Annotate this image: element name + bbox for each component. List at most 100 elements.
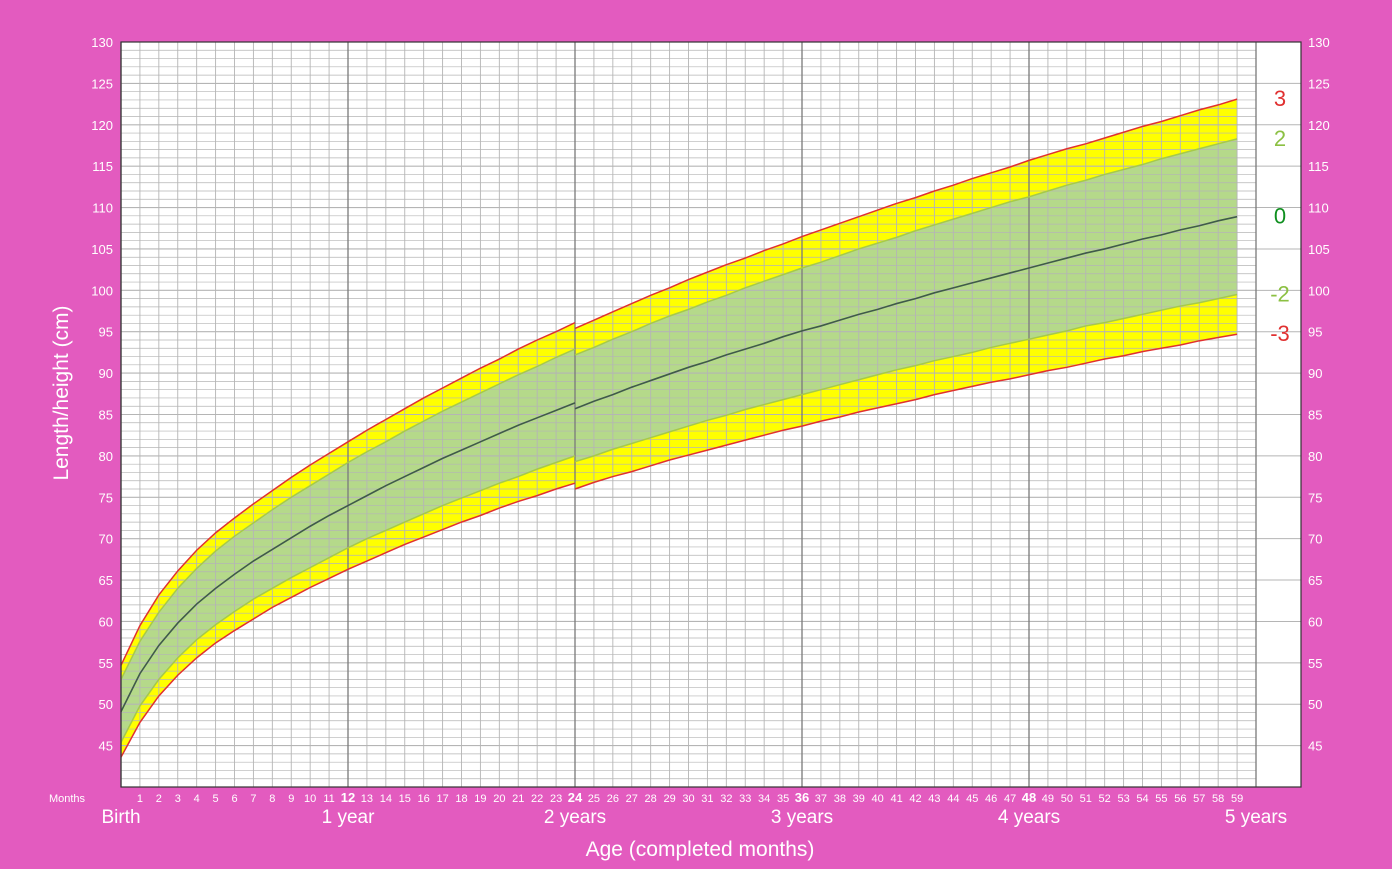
y-tick-right: 120 xyxy=(1308,118,1330,133)
x-tick-month: 57 xyxy=(1193,793,1205,805)
series-label-2: 2 xyxy=(1274,126,1286,151)
y-tick-right: 70 xyxy=(1308,532,1322,547)
y-axis-title: Length/height (cm) xyxy=(50,305,73,480)
y-tick-left: 50 xyxy=(99,697,113,712)
x-tick-month: 31 xyxy=(701,793,713,805)
x-tick-month: 18 xyxy=(455,793,467,805)
x-tick-month: 37 xyxy=(815,793,827,805)
x-tick-month: 7 xyxy=(250,793,256,805)
y-tick-right: 60 xyxy=(1308,614,1322,629)
x-tick-month: 49 xyxy=(1042,793,1054,805)
y-tick-right: 95 xyxy=(1308,325,1322,340)
y-tick-left: 95 xyxy=(99,325,113,340)
x-tick-month: 13 xyxy=(361,793,373,805)
y-tick-right: 45 xyxy=(1308,739,1322,754)
series-label--2: -2 xyxy=(1270,281,1290,306)
x-tick-month: 11 xyxy=(323,793,334,805)
x-tick-month: 8 xyxy=(269,793,275,805)
x-tick-month: 21 xyxy=(512,793,524,805)
y-tick-left: 65 xyxy=(99,573,113,588)
series-line-0 xyxy=(574,215,1238,410)
x-tick-month: 2 xyxy=(156,793,162,805)
y-tick-left: 130 xyxy=(91,35,113,50)
x-tick-month: 38 xyxy=(834,793,846,805)
months-label: Months xyxy=(49,793,86,805)
y-tick-left: 125 xyxy=(91,76,113,91)
x-tick-month: 12 xyxy=(341,790,355,805)
year-label: 4 years xyxy=(998,807,1060,828)
y-tick-right: 85 xyxy=(1308,408,1322,423)
x-tick-month: 16 xyxy=(418,793,430,805)
x-tick-month: 56 xyxy=(1174,793,1186,805)
x-tick-month: 40 xyxy=(872,793,884,805)
x-tick-month: 6 xyxy=(231,793,237,805)
plot-frame xyxy=(120,41,1302,788)
x-tick-month: 14 xyxy=(380,793,392,805)
y-tick-left: 45 xyxy=(99,739,113,754)
inner-band xyxy=(575,138,1238,462)
x-tick-month: 29 xyxy=(663,793,675,805)
series-line-2 xyxy=(574,138,1238,356)
x-tick-month: 9 xyxy=(288,793,294,805)
x-tick-month: 39 xyxy=(853,793,865,805)
x-tick-month: 5 xyxy=(213,793,219,805)
x-tick-month: 30 xyxy=(682,793,694,805)
y-tick-right: 100 xyxy=(1308,283,1330,298)
year-label: 1 year xyxy=(322,807,375,828)
series-line--3 xyxy=(574,333,1238,490)
y-tick-left: 100 xyxy=(91,283,113,298)
x-tick-month: 46 xyxy=(985,793,997,805)
x-tick-month: 54 xyxy=(1136,793,1148,805)
series-label-0: 0 xyxy=(1274,204,1286,229)
x-tick-month: 58 xyxy=(1212,793,1224,805)
x-tick-month: 20 xyxy=(493,793,505,805)
series-label--3: -3 xyxy=(1270,321,1290,346)
x-tick-month: 45 xyxy=(966,793,978,805)
x-tick-month: 34 xyxy=(758,793,770,805)
x-tick-month: 48 xyxy=(1022,790,1036,805)
series-line-2 xyxy=(120,348,576,680)
year-label: 2 years xyxy=(544,807,606,828)
year-label: Birth xyxy=(101,807,140,828)
year-label: 3 years xyxy=(771,807,833,828)
y-tick-left: 85 xyxy=(99,408,113,423)
series-labels: 3 2 0 -2 -3 xyxy=(1270,86,1290,346)
x-tick-month: 55 xyxy=(1155,793,1167,805)
x-tick-month: 26 xyxy=(607,793,619,805)
x-tick-month: 22 xyxy=(531,793,543,805)
x-tick-labels: 1 2 3 4 5 6 7 8 9 10 11 12 13 14 15 16 17 18 19 20 21 22 23 24 2… xyxy=(137,790,1243,805)
x-tick-month: 4 xyxy=(194,793,200,805)
x-tick-month: 51 xyxy=(1080,793,1092,805)
y-tick-right: 110 xyxy=(1308,201,1329,216)
series-line--2 xyxy=(574,293,1238,463)
x-tick-month: 17 xyxy=(436,793,448,805)
x-tick-month: 47 xyxy=(1004,793,1016,805)
y-tick-right: 65 xyxy=(1308,573,1322,588)
y-tick-right: 80 xyxy=(1308,449,1322,464)
x-tick-month: 35 xyxy=(777,793,789,805)
series-label-3: 3 xyxy=(1274,86,1286,111)
y-tick-left: 115 xyxy=(92,159,113,174)
x-tick-month: 24 xyxy=(568,790,583,805)
x-tick-month: 43 xyxy=(928,793,940,805)
y-tick-right: 125 xyxy=(1308,76,1330,91)
y-tick-right: 90 xyxy=(1308,366,1322,381)
x-tick-month: 59 xyxy=(1231,793,1243,805)
x-tick-month: 42 xyxy=(909,793,921,805)
y-tick-right: 75 xyxy=(1308,490,1322,505)
x-tick-month: 1 xyxy=(137,793,143,805)
y-tick-left: 105 xyxy=(91,242,113,257)
x-tick-month: 3 xyxy=(175,793,181,805)
year-labels: Birth 1 year 2 years 3 years 4 years 5 years xyxy=(101,807,1287,828)
y-tick-right: 130 xyxy=(1308,35,1330,50)
y-tick-right: 115 xyxy=(1308,159,1329,174)
y-tick-right: 105 xyxy=(1308,242,1330,257)
x-tick-month: 41 xyxy=(890,793,902,805)
y-tick-right: 55 xyxy=(1308,656,1322,671)
y-tick-labels: 45 45 50 50 55 55 60 60 65 65 70 70 75 75 80 80 85 85 90 90… xyxy=(91,35,1329,754)
x-tick-month: 19 xyxy=(474,793,486,805)
y-tick-right: 50 xyxy=(1308,697,1322,712)
x-tick-month: 27 xyxy=(626,793,638,805)
y-tick-left: 80 xyxy=(99,449,113,464)
